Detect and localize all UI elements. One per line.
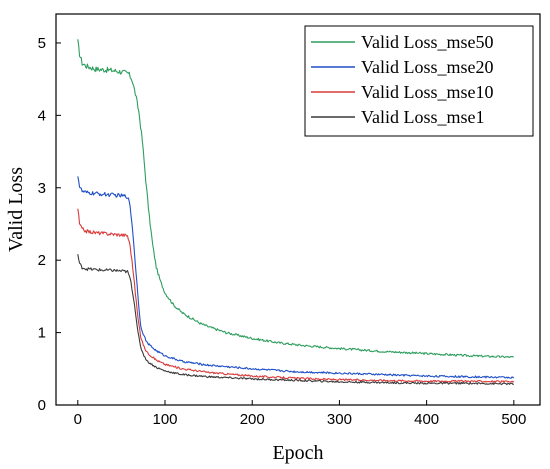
y-tick-label: 0 [38,397,46,414]
plot-frame [55,13,541,406]
series-line-1 [77,39,514,359]
x-tick-label: 500 [501,411,526,428]
x-tick-label: 300 [327,411,352,428]
x-tick-label: 200 [240,411,265,428]
y-tick-label: 2 [38,252,46,269]
y-axis-title: Valid Loss [5,167,27,252]
x-axis: 0 100 200 300 400 500 [74,400,526,428]
series-line-2 [77,176,515,379]
x-tick-label: 100 [152,411,177,428]
plot-series-group [77,39,515,386]
legend-label: Valid Loss_mse10 [361,82,494,102]
y-tick-label: 5 [38,35,46,52]
legend-label: Valid Loss_mse1 [361,107,485,127]
y-tick-label: 3 [38,180,46,197]
x-tick-label: 0 [74,411,82,428]
legend: Valid Loss_mse50 Valid Loss_mse20 Valid Lo… [304,25,534,137]
y-tick-label: 4 [38,107,46,124]
series-line-3 [77,208,515,383]
legend-label: Valid Loss_mse50 [361,32,494,52]
x-tick-label: 400 [414,411,439,428]
series-line-4 [77,254,514,386]
y-axis: 0 1 2 3 4 5 [38,35,61,414]
y-tick-label: 1 [38,325,46,342]
legend-label: Valid Loss_mse20 [361,57,494,77]
x-axis-title: Epoch [272,442,323,464]
